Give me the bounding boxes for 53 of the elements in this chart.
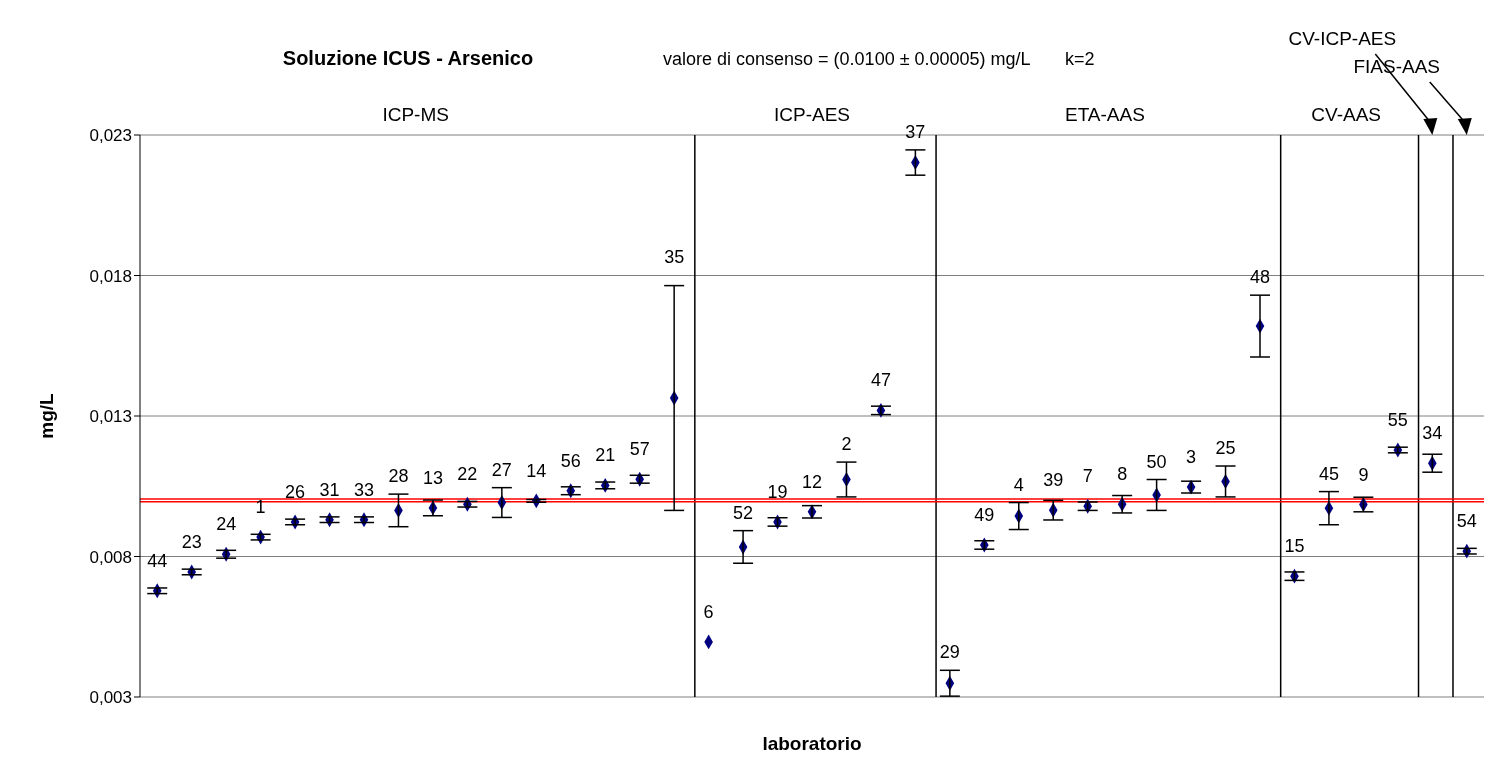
annotation: 1	[255, 497, 266, 518]
annotation: 6	[703, 601, 714, 622]
annotation: 13	[422, 467, 443, 488]
annotation: 47	[870, 370, 891, 391]
annotation: 45	[1318, 463, 1339, 484]
annotation: 57	[629, 439, 650, 460]
y-tick-label: 0,003	[89, 688, 132, 708]
annotation: 26	[285, 481, 306, 502]
text: CV-ICP-AES	[1288, 28, 1397, 49]
annotation: 54	[1456, 511, 1477, 532]
annotation: 34	[1422, 423, 1443, 444]
annotation: 33	[353, 479, 375, 500]
chart-subtitle: valore di consenso = (0.0100 ± 0.00005) mg/L k=2	[663, 49, 1095, 69]
annotation: 7	[1082, 466, 1093, 487]
text: CV-AAS	[1311, 104, 1382, 125]
annotation: 25	[1215, 438, 1236, 459]
y-tick-label: 0,008	[89, 547, 132, 567]
annotation: 15	[1284, 536, 1305, 557]
y-tick-label: 0,018	[89, 266, 132, 286]
annotation: 52	[733, 502, 754, 523]
annotation: 37	[905, 121, 926, 142]
chart-title: Soluzione ICUS - Arsenico	[282, 47, 534, 69]
annotation: 9	[1358, 464, 1369, 485]
annotation: 24	[216, 514, 237, 535]
annotation: 56	[560, 450, 581, 471]
annotation: 4	[1013, 474, 1024, 495]
annotation: 21	[595, 445, 616, 466]
annotation: 48	[1249, 267, 1271, 288]
y-tick-label: 0,013	[89, 407, 132, 427]
annotation: 14	[526, 460, 547, 481]
x-axis-title: laboratorio	[762, 733, 862, 754]
annotation: 19	[767, 481, 788, 502]
text: ICP-MS	[382, 104, 449, 125]
text: ETA-AAS	[1064, 104, 1145, 125]
annotation: 55	[1387, 410, 1408, 430]
annotation: 12	[801, 471, 823, 492]
annotation: 22	[457, 464, 478, 485]
annotation: 28	[388, 466, 409, 487]
annotation: 44	[147, 550, 168, 571]
annotation: 39	[1043, 470, 1064, 491]
y-tick-label: 0,023	[89, 126, 132, 146]
annotation: 35	[664, 247, 685, 268]
annotation: 23	[181, 531, 202, 552]
text: ICP-AES	[773, 104, 851, 125]
annotation: 27	[491, 459, 512, 480]
annotation: 49	[974, 504, 995, 525]
annotation: 3	[1186, 447, 1197, 468]
annotation: 50	[1146, 451, 1167, 472]
annotation: 8	[1117, 464, 1128, 485]
y-axis-title: mg/L	[36, 392, 57, 439]
annotation: 31	[319, 479, 340, 500]
annotation: 2	[841, 434, 852, 455]
annotation: 29	[939, 642, 960, 663]
